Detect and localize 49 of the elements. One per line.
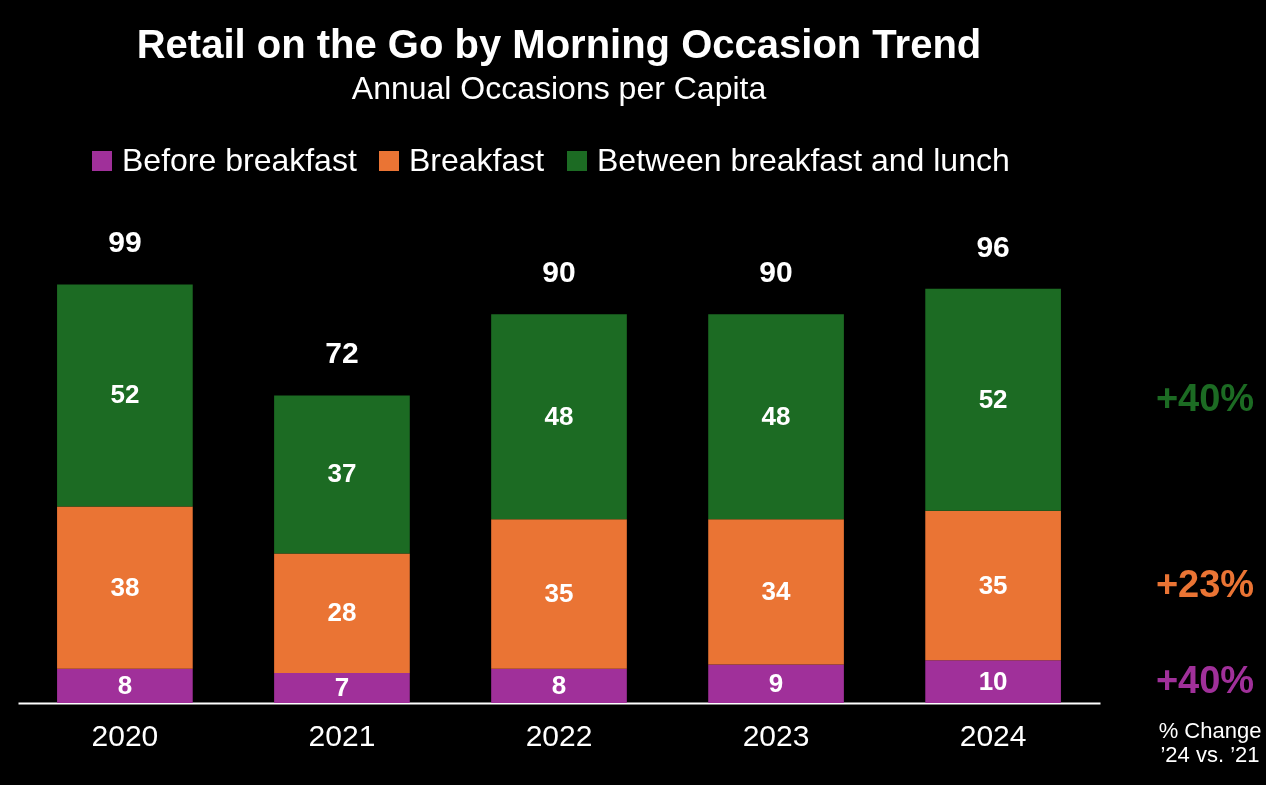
- total-label: 96: [976, 229, 1010, 263]
- x-tick-label: 2020: [91, 718, 159, 752]
- bar: [708, 664, 844, 703]
- total-label: 72: [325, 336, 359, 370]
- bar: [925, 288, 1061, 511]
- text: +40%: [1155, 658, 1255, 701]
- data-label: 52: [110, 379, 140, 410]
- legend-label: Between breakfast and lunch: [597, 142, 1010, 178]
- data-label: 9: [768, 667, 784, 698]
- x-tick-label: 2021: [308, 718, 376, 752]
- bar: [491, 314, 627, 520]
- data-label: 8: [117, 669, 133, 700]
- text: +23%: [1155, 562, 1255, 605]
- data-label: 10: [978, 665, 1008, 696]
- chart-title: Retail on the Go by Morning Occasion Trend: [136, 22, 982, 66]
- x-tick-label: 2024: [959, 718, 1027, 752]
- text: +40%: [1155, 376, 1255, 419]
- bar: [708, 519, 844, 665]
- bar: [708, 314, 844, 520]
- bar: [274, 673, 410, 703]
- bar: [57, 506, 193, 669]
- total-label: 90: [542, 255, 576, 289]
- data-label: 48: [761, 400, 791, 431]
- data-label: 38: [110, 571, 140, 602]
- bar: [925, 660, 1061, 703]
- bar: [491, 519, 627, 669]
- bar: [274, 395, 410, 554]
- bar: [57, 668, 193, 703]
- data-label: 52: [978, 383, 1008, 414]
- data-label: 37: [327, 458, 357, 489]
- total-label: 99: [108, 225, 142, 259]
- bar: [57, 284, 193, 507]
- text: % Change ’24 vs. ’21: [1158, 718, 1262, 767]
- legend-label: Breakfast: [409, 142, 545, 178]
- data-label: 48: [544, 400, 574, 431]
- x-tick-label: 2022: [525, 718, 593, 752]
- data-label: 35: [544, 578, 574, 609]
- data-label: 8: [551, 669, 567, 700]
- data-label: 7: [334, 672, 350, 703]
- data-label: 35: [978, 569, 1008, 600]
- bar: [491, 668, 627, 703]
- bar: [274, 553, 410, 674]
- data-label: 34: [761, 575, 792, 606]
- chart-subtitle: Annual Occasions per Capita: [351, 70, 767, 106]
- data-label: 28: [327, 597, 357, 628]
- legend-label: Before breakfast: [122, 142, 357, 178]
- bar: [925, 510, 1061, 661]
- total-label: 90: [759, 255, 793, 289]
- x-tick-label: 2023: [742, 718, 810, 752]
